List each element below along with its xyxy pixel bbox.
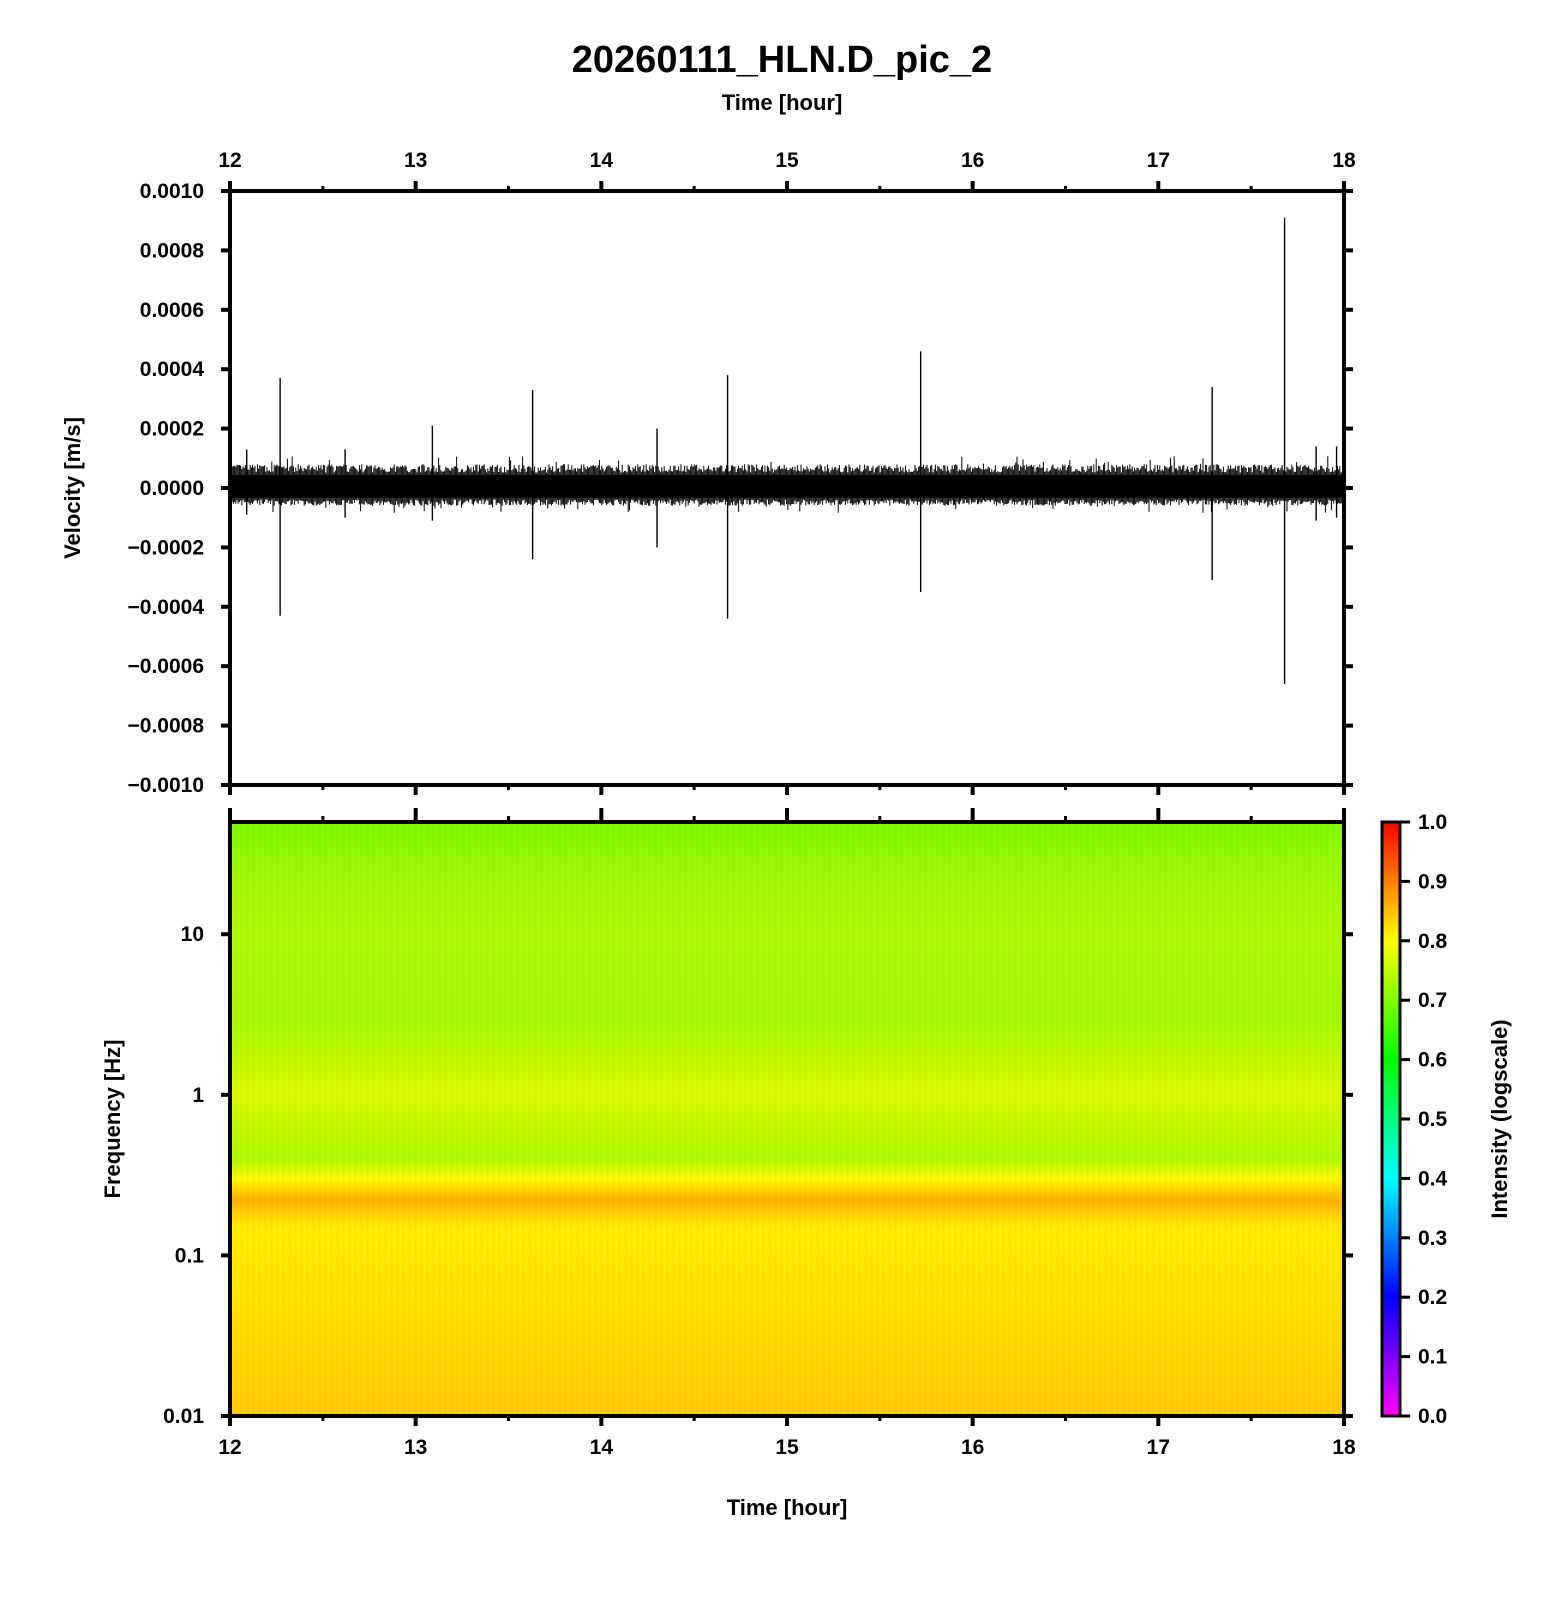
- spectrogram-y-axis-label: Frequency [Hz]: [100, 1040, 125, 1199]
- waveform-y-tick-label: −0.0004: [128, 596, 205, 619]
- colorbar-tick-label: 0.5: [1418, 1108, 1448, 1131]
- bottom-x-tick-label: 15: [775, 1436, 799, 1459]
- colorbar-tick-label: 0.1: [1418, 1346, 1448, 1369]
- spectrogram-y-tick-label: 0.01: [163, 1405, 204, 1428]
- bottom-x-tick-label: 18: [1332, 1436, 1356, 1459]
- waveform-y-tick-label: −0.0006: [128, 655, 205, 678]
- waveform-y-tick-label: 0.0008: [140, 239, 205, 262]
- bottom-x-tick-label: 16: [961, 1436, 984, 1459]
- bottom-x-tick-label: 12: [218, 1436, 241, 1459]
- waveform-y-tick-label: −0.0008: [128, 715, 205, 738]
- colorbar-tick-label: 0.9: [1418, 870, 1447, 893]
- waveform-y-tick-label: −0.0002: [128, 536, 205, 559]
- waveform-y-tick-label: 0.0000: [140, 477, 204, 500]
- spectrogram-texture: [230, 822, 1344, 1416]
- top-x-tick-label: 15: [775, 149, 799, 172]
- spectrogram-y-tick-label: 1: [192, 1084, 204, 1107]
- top-x-tick-label: 18: [1332, 149, 1356, 172]
- waveform-y-tick-label: 0.0006: [140, 299, 204, 322]
- bottom-x-tick-label: 13: [404, 1436, 427, 1459]
- colorbar-tick-label: 0.2: [1418, 1286, 1447, 1309]
- bottom-x-tick-label: 17: [1147, 1436, 1170, 1459]
- colorbar-tick-label: 0.4: [1418, 1167, 1448, 1190]
- chart-title: 20260111_HLN.D_pic_2: [572, 39, 992, 81]
- top-x-tick-label: 13: [404, 149, 427, 172]
- waveform-noise-core: [230, 474, 1344, 498]
- colorbar-tick-label: 0.0: [1418, 1405, 1447, 1428]
- waveform-panel: 12 13 14 15 16 17 18 0.0010 0.0008 0.0006 0.0004 0.…: [60, 149, 1356, 797]
- bottom-x-tick-label: 14: [590, 1436, 614, 1459]
- colorbar-tick-label: 0.6: [1418, 1049, 1447, 1072]
- colorbar: 1.0 0.9 0.8 0.7 0.6 0.5 0.4 0.3 0.2 0.1 0.0 Intens…: [1380, 811, 1512, 1428]
- waveform-frame: [228, 189, 1346, 787]
- waveform-y-tick-label: 0.0002: [140, 418, 204, 441]
- colorbar-tick-label: 0.8: [1418, 930, 1448, 953]
- top-x-tick-label: 17: [1147, 149, 1170, 172]
- colorbar-tick-label: 0.7: [1418, 989, 1447, 1012]
- top-x-tick-label: 14: [590, 149, 614, 172]
- spectrogram-y-tick-label: 10: [181, 923, 204, 946]
- colorbar-tick-label: 0.3: [1418, 1227, 1447, 1250]
- waveform-y-tick-label: −0.0010: [128, 774, 205, 797]
- spectrogram-ticks: 12 13 14 15 16 17 18 10 1 0.1 0.01: [163, 808, 1356, 1459]
- colorbar-label: Intensity (logscale): [1487, 1019, 1512, 1218]
- colorbar-gradient: [1382, 822, 1400, 1416]
- top-x-tick-label: 12: [218, 149, 241, 172]
- colorbar-ticks: 1.0 0.9 0.8 0.7 0.6 0.5 0.4 0.3 0.2 0.1 0.0: [1400, 811, 1448, 1428]
- spectrogram-frame: [228, 820, 1346, 1418]
- waveform-y-tick-label: 0.0010: [140, 180, 204, 203]
- waveform-y-axis-label: Velocity [m/s]: [60, 417, 85, 559]
- spectrogram-y-tick-label: 0.1: [175, 1244, 205, 1267]
- top-x-axis-label: Time [hour]: [722, 90, 843, 115]
- top-x-tick-label: 16: [961, 149, 984, 172]
- waveform-y-tick-label: 0.0004: [140, 358, 205, 381]
- waveform-trace: [230, 217, 1344, 685]
- bottom-x-axis-label: Time [hour]: [727, 1495, 848, 1520]
- colorbar-tick-label: 1.0: [1418, 811, 1447, 834]
